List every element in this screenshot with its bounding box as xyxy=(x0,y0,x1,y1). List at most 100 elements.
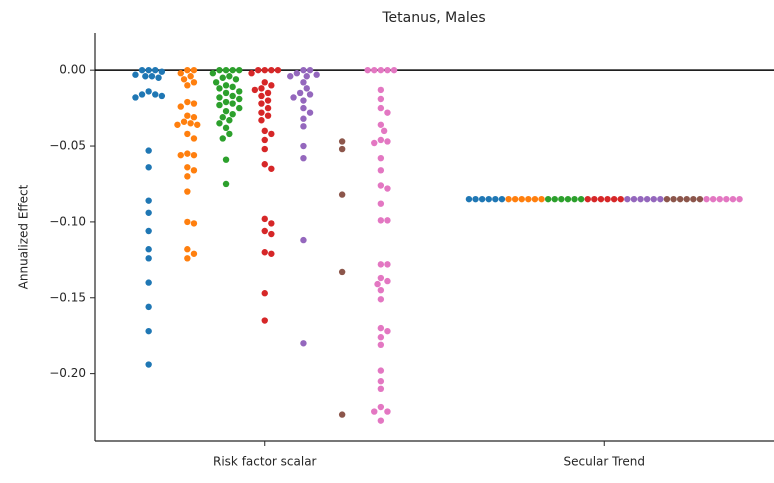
swarm-point xyxy=(145,279,152,286)
swarm-point xyxy=(155,74,162,81)
swarm-point xyxy=(145,209,152,216)
swarm-point xyxy=(145,327,152,335)
swarm-point xyxy=(158,68,166,75)
swarm-point xyxy=(300,66,307,74)
swarm-point xyxy=(261,66,268,74)
swarm-point xyxy=(377,378,385,385)
swarm-point xyxy=(729,195,737,203)
swarm-point xyxy=(338,191,346,198)
swarm-point xyxy=(261,317,268,324)
swarm-point xyxy=(604,195,611,203)
swarm-point xyxy=(184,255,191,262)
swarm-point xyxy=(584,195,591,203)
swarm-point xyxy=(377,417,385,424)
swarm-point xyxy=(374,280,381,288)
swarm-point xyxy=(226,130,233,138)
swarm-point xyxy=(338,145,346,153)
swarm-point xyxy=(219,135,226,142)
y-tick-label: 0.00 xyxy=(59,63,86,77)
swarm-point xyxy=(544,195,552,203)
swarm-point xyxy=(268,165,275,172)
swarm-point xyxy=(465,195,473,203)
swarm-point xyxy=(138,66,146,74)
swarm-point xyxy=(703,195,710,203)
swarm-point xyxy=(152,91,159,98)
swarm-point xyxy=(145,88,152,95)
swarm-point xyxy=(261,290,268,297)
swarm-point xyxy=(377,121,385,128)
swarm-point xyxy=(300,97,307,104)
swarm-point xyxy=(216,101,223,109)
swarm-point xyxy=(303,73,310,80)
swarm-point xyxy=(229,83,236,91)
swarm-point xyxy=(145,303,152,311)
swarm-point xyxy=(251,86,259,94)
swarm-point xyxy=(371,66,378,74)
swarm-point xyxy=(338,411,346,418)
swarm-point xyxy=(264,89,272,97)
swarm-point xyxy=(229,66,236,74)
swarm-point xyxy=(274,66,282,74)
y-tick-label: −0.20 xyxy=(49,366,86,380)
chart-title: Tetanus, Males xyxy=(381,10,485,26)
swarm-point xyxy=(232,76,240,83)
swarm-point xyxy=(177,151,184,159)
swarm-point xyxy=(709,195,717,203)
swarm-point xyxy=(377,95,385,103)
swarm-point xyxy=(531,195,539,203)
swarm-point xyxy=(268,66,275,74)
swarm-point xyxy=(226,73,233,80)
swarm-point xyxy=(261,227,268,235)
swarm-point xyxy=(377,341,385,349)
swarm-point xyxy=(558,195,565,203)
swarm-point xyxy=(377,324,385,332)
swarm-point xyxy=(377,403,385,411)
swarm-point xyxy=(518,195,525,203)
swarm-point xyxy=(300,142,307,150)
swarm-point xyxy=(384,217,391,224)
swarm-point xyxy=(384,261,391,268)
swarm-point xyxy=(229,92,236,100)
swarm-point xyxy=(184,66,191,74)
swarm-point xyxy=(222,82,230,89)
swarm-point xyxy=(258,100,265,107)
swarm-point xyxy=(296,89,304,97)
swarm-point xyxy=(492,195,499,203)
swarm-point xyxy=(287,73,294,80)
swarm-point xyxy=(138,91,146,98)
swarm-point xyxy=(268,230,275,238)
swarm-point xyxy=(145,227,152,235)
swarm-point xyxy=(610,195,618,203)
swarm-point xyxy=(190,167,198,174)
swarm-point xyxy=(571,195,578,203)
swarm-point xyxy=(377,200,385,207)
swarm-point xyxy=(306,109,314,116)
swarm-point xyxy=(190,220,198,227)
swarm-point xyxy=(377,274,385,282)
swarm-point xyxy=(145,66,152,74)
swarm-point xyxy=(145,361,152,368)
swarm-point xyxy=(505,195,512,203)
swarm-point xyxy=(222,66,230,74)
swarm-point xyxy=(222,98,230,106)
swarm-point xyxy=(145,164,152,171)
swarm-point xyxy=(236,95,243,103)
swarm-point xyxy=(268,82,275,89)
swarm-point xyxy=(184,112,191,119)
swarm-point xyxy=(184,188,191,195)
swarm-point xyxy=(222,107,230,115)
swarm-point xyxy=(364,66,371,74)
y-tick-label: −0.05 xyxy=(49,139,86,153)
swarm-point xyxy=(300,79,307,86)
swarm-point xyxy=(676,195,684,203)
swarm-point xyxy=(384,66,391,74)
swarm-point xyxy=(187,73,194,80)
swarm-point xyxy=(145,197,152,204)
swarm-point xyxy=(219,74,226,81)
swarm-point xyxy=(254,66,262,74)
swarm-point xyxy=(377,154,385,162)
swarm-point xyxy=(384,327,391,335)
swarm-point xyxy=(190,79,198,86)
swarm-point xyxy=(377,167,385,174)
